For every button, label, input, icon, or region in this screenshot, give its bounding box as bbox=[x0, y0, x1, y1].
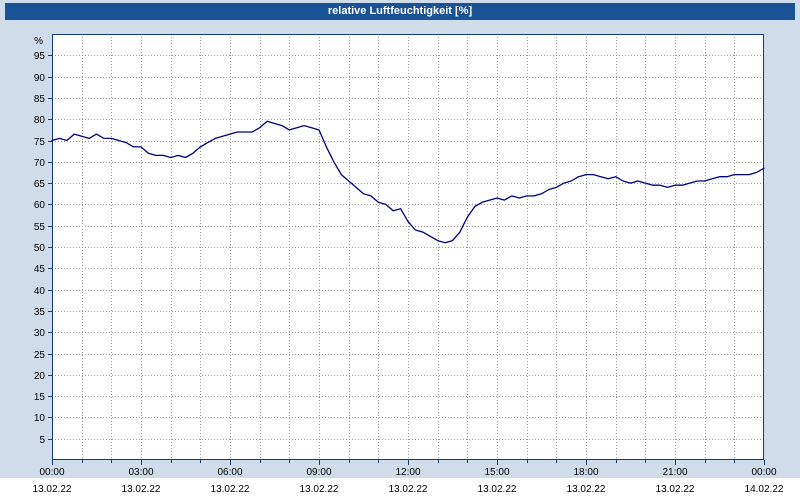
x-tick-label: 00:00 bbox=[39, 467, 64, 478]
y-tick-label: 40 bbox=[34, 286, 46, 297]
x-date-label: 13.02.22 bbox=[33, 484, 72, 495]
y-tick-label: 65 bbox=[34, 179, 46, 190]
x-tick-label: 09:00 bbox=[306, 467, 331, 478]
x-tick-label: 18:00 bbox=[573, 467, 598, 478]
x-date-label: 13.02.22 bbox=[300, 484, 339, 495]
y-tick-label: 50 bbox=[34, 243, 46, 254]
x-tick-label: 06:00 bbox=[217, 467, 242, 478]
y-tick-label: 30 bbox=[34, 328, 46, 339]
x-date-label: 13.02.22 bbox=[389, 484, 428, 495]
y-tick-label: 15 bbox=[34, 392, 46, 403]
x-date-label: 13.02.22 bbox=[211, 484, 250, 495]
y-tick-label: 20 bbox=[34, 371, 46, 382]
y-axis-unit-label: % bbox=[34, 36, 43, 47]
x-tick-label: 21:00 bbox=[662, 467, 687, 478]
humidity-series-line bbox=[51, 120, 765, 244]
y-tick-label: 10 bbox=[34, 413, 46, 424]
y-tick-label: 70 bbox=[34, 158, 46, 169]
y-tick-label: 90 bbox=[34, 73, 46, 84]
x-date-label: 13.02.22 bbox=[656, 484, 695, 495]
x-date-label: 13.02.22 bbox=[122, 484, 161, 495]
y-tick-label: 45 bbox=[34, 264, 46, 275]
y-tick-label: 35 bbox=[34, 307, 46, 318]
plot-frame bbox=[52, 34, 764, 460]
x-date-label: 14.02.22 bbox=[745, 484, 784, 495]
y-tick-label: 5 bbox=[39, 435, 45, 446]
y-tick-label: 85 bbox=[34, 94, 46, 105]
date-strip bbox=[0, 478, 800, 500]
y-tick-label: 95 bbox=[34, 51, 46, 62]
y-tick-label: 55 bbox=[34, 222, 46, 233]
y-tick-label: 75 bbox=[34, 137, 46, 148]
x-tick-label: 15:00 bbox=[484, 467, 509, 478]
y-tick-label: 60 bbox=[34, 200, 46, 211]
y-tick-label: 25 bbox=[34, 350, 46, 361]
x-tick-label: 03:00 bbox=[128, 467, 153, 478]
y-tick-label: 80 bbox=[34, 115, 46, 126]
x-date-label: 13.02.22 bbox=[567, 484, 606, 495]
x-tick-label: 00:00 bbox=[751, 467, 776, 478]
x-tick-label: 12:00 bbox=[395, 467, 420, 478]
title-bar: relative Luftfeuchtigkeit [%] bbox=[5, 3, 795, 20]
chart-title: relative Luftfeuchtigkeit [%] bbox=[327, 5, 473, 17]
x-date-label: 13.02.22 bbox=[478, 484, 517, 495]
